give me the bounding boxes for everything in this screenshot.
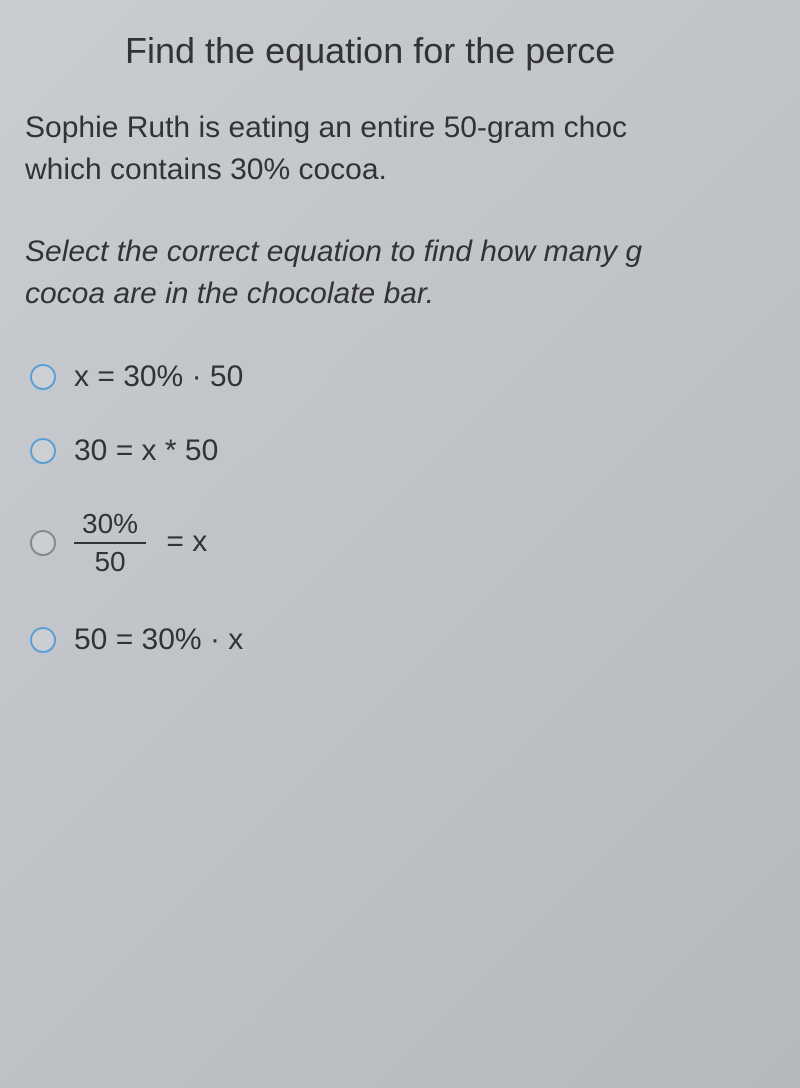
answer-options: x = 30% · 50 30 = x * 50 30% 50 = x 50 =… — [25, 360, 780, 657]
option-4[interactable]: 50 = 30% · x — [30, 623, 780, 657]
option-2-equation: 30 = x * 50 — [74, 434, 218, 468]
radio-icon[interactable] — [30, 530, 56, 556]
page-title: Find the equation for the perce — [25, 30, 780, 72]
equals-x: = x — [166, 525, 207, 558]
instruction-line-1: Select the correct equation to find how … — [25, 235, 642, 268]
option-1[interactable]: x = 30% · 50 — [30, 360, 780, 394]
fraction: 30% 50 — [74, 508, 146, 578]
option-2[interactable]: 30 = x * 50 — [30, 434, 780, 468]
option-3-equation: 30% 50 = x — [74, 508, 207, 578]
problem-statement: Sophie Ruth is eating an entire 50-gram … — [25, 107, 780, 191]
option-4-equation: 50 = 30% · x — [74, 623, 243, 657]
option-1-equation: x = 30% · 50 — [74, 360, 243, 394]
numerator: 30% — [74, 508, 146, 542]
instruction-line-2: cocoa are in the chocolate bar. — [25, 277, 434, 310]
problem-line-2: which contains 30% cocoa. — [25, 153, 387, 186]
instruction-text: Select the correct equation to find how … — [25, 231, 780, 315]
problem-line-1: Sophie Ruth is eating an entire 50-gram … — [25, 111, 627, 144]
denominator: 50 — [86, 544, 133, 578]
radio-icon[interactable] — [30, 438, 56, 464]
option-3[interactable]: 30% 50 = x — [30, 508, 780, 578]
radio-icon[interactable] — [30, 627, 56, 653]
radio-icon[interactable] — [30, 364, 56, 390]
